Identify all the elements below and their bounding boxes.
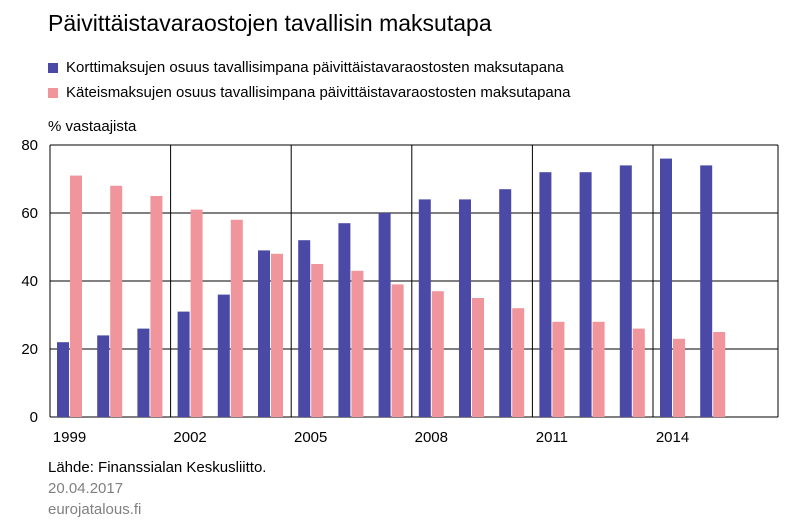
legend-label-card: Korttimaksujen osuus tavallisimpana päiv… [66, 59, 564, 76]
y-tick-label-0: 0 [30, 409, 38, 426]
bar-cash-2009 [472, 298, 484, 417]
chart-title: Päivittäistavaraostojen tavallisin maksu… [48, 10, 492, 36]
source-text: Lähde: Finanssialan Keskusliitto. [48, 459, 267, 476]
bar-card-2012 [579, 172, 592, 417]
bar-card-2009 [459, 199, 471, 417]
bar-card-2004 [258, 250, 270, 417]
x-tick-label-2011: 2011 [536, 429, 568, 446]
x-tick-label-2002: 2002 [173, 429, 206, 446]
bar-card-2014 [660, 158, 672, 417]
y-tick-label-40: 40 [21, 273, 38, 290]
bar-cash-2001 [150, 196, 163, 417]
y-axis-label: % vastaajista [48, 118, 137, 135]
bar-cash-2012 [592, 321, 605, 417]
bar-card-2010 [499, 189, 512, 417]
y-tick-label-20: 20 [21, 341, 38, 358]
bar-cash-2013 [632, 328, 645, 417]
bar-card-2015 [700, 165, 713, 417]
x-tick-label-2014: 2014 [656, 429, 689, 446]
bar-card-2003 [217, 294, 230, 417]
bar-cash-2004 [271, 253, 283, 417]
bar-cash-2011 [552, 321, 565, 417]
date-text: 20.04.2017 [48, 480, 124, 497]
bar-card-2013 [619, 165, 632, 417]
site-text: eurojatalous.fi [48, 501, 142, 518]
bar-cash-2015 [713, 332, 726, 417]
bar-cash-1999 [70, 175, 82, 417]
bar-cash-2006 [351, 270, 364, 417]
bar-card-1999 [57, 342, 69, 417]
bar-card-2006 [338, 223, 351, 417]
legend-item-card: Korttimaksujen osuus tavallisimpana päiv… [48, 59, 564, 76]
bar-cash-2000 [110, 185, 123, 417]
x-tick-label-1999: 1999 [53, 429, 86, 446]
legend-item-cash: Käteismaksujen osuus tavallisimpana päiv… [48, 84, 570, 101]
bar-cash-2010 [512, 308, 525, 417]
bar-cash-2003 [230, 219, 243, 417]
bar-card-2001 [137, 328, 150, 417]
x-tick-label-2005: 2005 [294, 429, 327, 446]
legend-swatch-cash [48, 87, 58, 98]
bar-cash-2002 [190, 209, 203, 417]
x-tick-label-2008: 2008 [415, 429, 448, 446]
legend-swatch-card [48, 62, 58, 73]
bar-card-2002 [177, 311, 190, 417]
bar-card-2005 [298, 240, 311, 417]
bar-card-2011 [539, 172, 552, 417]
bar-cash-2007 [391, 284, 404, 417]
bar-card-2000 [97, 335, 110, 417]
bar-card-2007 [378, 213, 391, 417]
bar-cash-2008 [431, 291, 444, 417]
bar-cash-2005 [311, 264, 324, 417]
legend-label-cash: Käteismaksujen osuus tavallisimpana päiv… [66, 84, 571, 101]
y-tick-label-60: 60 [21, 205, 38, 222]
bar-card-2008 [418, 199, 431, 417]
y-tick-label-80: 80 [21, 137, 38, 154]
bar-cash-2014 [673, 338, 685, 417]
